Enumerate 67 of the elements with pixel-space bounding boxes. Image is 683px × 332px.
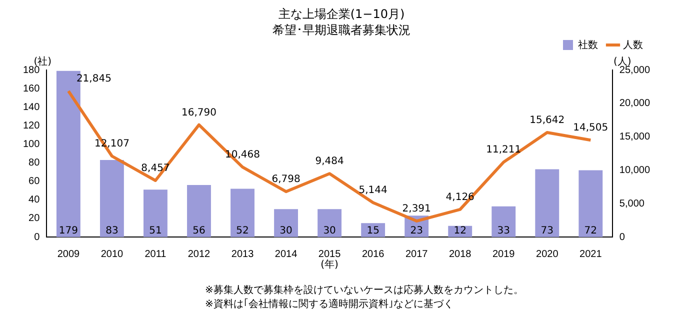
x-tick-label: 2021	[580, 248, 602, 260]
x-tick-label: 2014	[274, 248, 298, 260]
data-label: 56	[192, 226, 206, 237]
data-label: 16,790	[181, 107, 216, 118]
data-label: 30	[280, 226, 292, 237]
bar	[535, 169, 560, 237]
x-tick-label: 2020	[536, 248, 559, 260]
y-tick-label: 120	[22, 120, 40, 132]
y-tick-label: 160	[22, 83, 40, 94]
legend-label: 社数	[578, 38, 598, 51]
bar	[492, 206, 516, 237]
bar	[144, 190, 168, 237]
chart-subtitle: 希望･早期退職者募集状況	[272, 22, 412, 38]
data-label: 11,211	[486, 144, 522, 156]
x-tick-label: 2013	[231, 248, 254, 260]
data-label: 52	[236, 226, 249, 237]
x-tick-label: 2017	[405, 248, 428, 260]
y-tick-label: 20	[28, 213, 40, 224]
y2-tick-label: 15,000	[619, 132, 650, 143]
x-axis-title: (年)	[320, 258, 339, 271]
data-label: 51	[149, 226, 162, 237]
y2-tick-label: 5,000	[619, 198, 645, 210]
text: ※資料は｢会社情報に関する適時開示資料｣などに基づく	[205, 298, 454, 312]
y-tick-label: 180	[22, 64, 40, 76]
data-label: 23	[410, 226, 423, 237]
x-tick-label: 2018	[448, 248, 472, 260]
data-label: 6,798	[272, 174, 300, 186]
data-label: 2,391	[402, 204, 431, 215]
y2-tick-label: 25,000	[619, 64, 650, 76]
data-label: 73	[540, 226, 554, 237]
y-tick-label: 80	[28, 158, 40, 169]
data-label: 83	[106, 226, 118, 237]
y2-tick-label: 0	[619, 232, 626, 243]
x-tick-label: 2009	[57, 248, 80, 260]
chart-title: 主な上場企業(1−10月)	[277, 6, 406, 22]
data-label: 12	[454, 226, 466, 237]
bar	[230, 188, 254, 237]
data-label: 179	[58, 226, 78, 237]
data-label: 14,505	[573, 122, 608, 134]
data-label: 9,484	[315, 156, 344, 168]
y2-tick-label: 10,000	[619, 164, 650, 176]
data-label: 33	[497, 226, 510, 237]
y-tick-label: 60	[28, 176, 40, 188]
bar	[100, 160, 124, 237]
data-label: 72	[584, 226, 598, 237]
data-label: 5,144	[358, 185, 388, 196]
y-tick-label: 140	[22, 102, 40, 113]
bar	[578, 170, 603, 237]
legend-label: 人数	[623, 40, 643, 51]
x-tick-label: 2010	[100, 248, 124, 260]
x-tick-label: 2016	[362, 248, 385, 260]
x-tick-label: 2015	[318, 248, 342, 260]
x-tick-label: 2012	[188, 248, 211, 260]
text: ※募集人数で募集枠を設けていないケースは応募人数をカウントした。	[205, 284, 524, 298]
y-tick-label: 40	[28, 194, 40, 206]
bar	[187, 185, 211, 237]
y-tick-label: 100	[22, 138, 40, 150]
bar	[274, 209, 298, 237]
data-label: 21,845	[76, 74, 112, 85]
data-label: 15,642	[530, 115, 565, 126]
y2-tick-label: 20,000	[619, 98, 650, 110]
data-label: 15	[366, 226, 380, 237]
x-tick-label: 2011	[144, 248, 167, 260]
bar	[318, 209, 342, 237]
data-label: 30	[323, 226, 336, 237]
x-tick-label: 2019	[492, 248, 516, 260]
y-tick-label: 0	[34, 232, 40, 243]
